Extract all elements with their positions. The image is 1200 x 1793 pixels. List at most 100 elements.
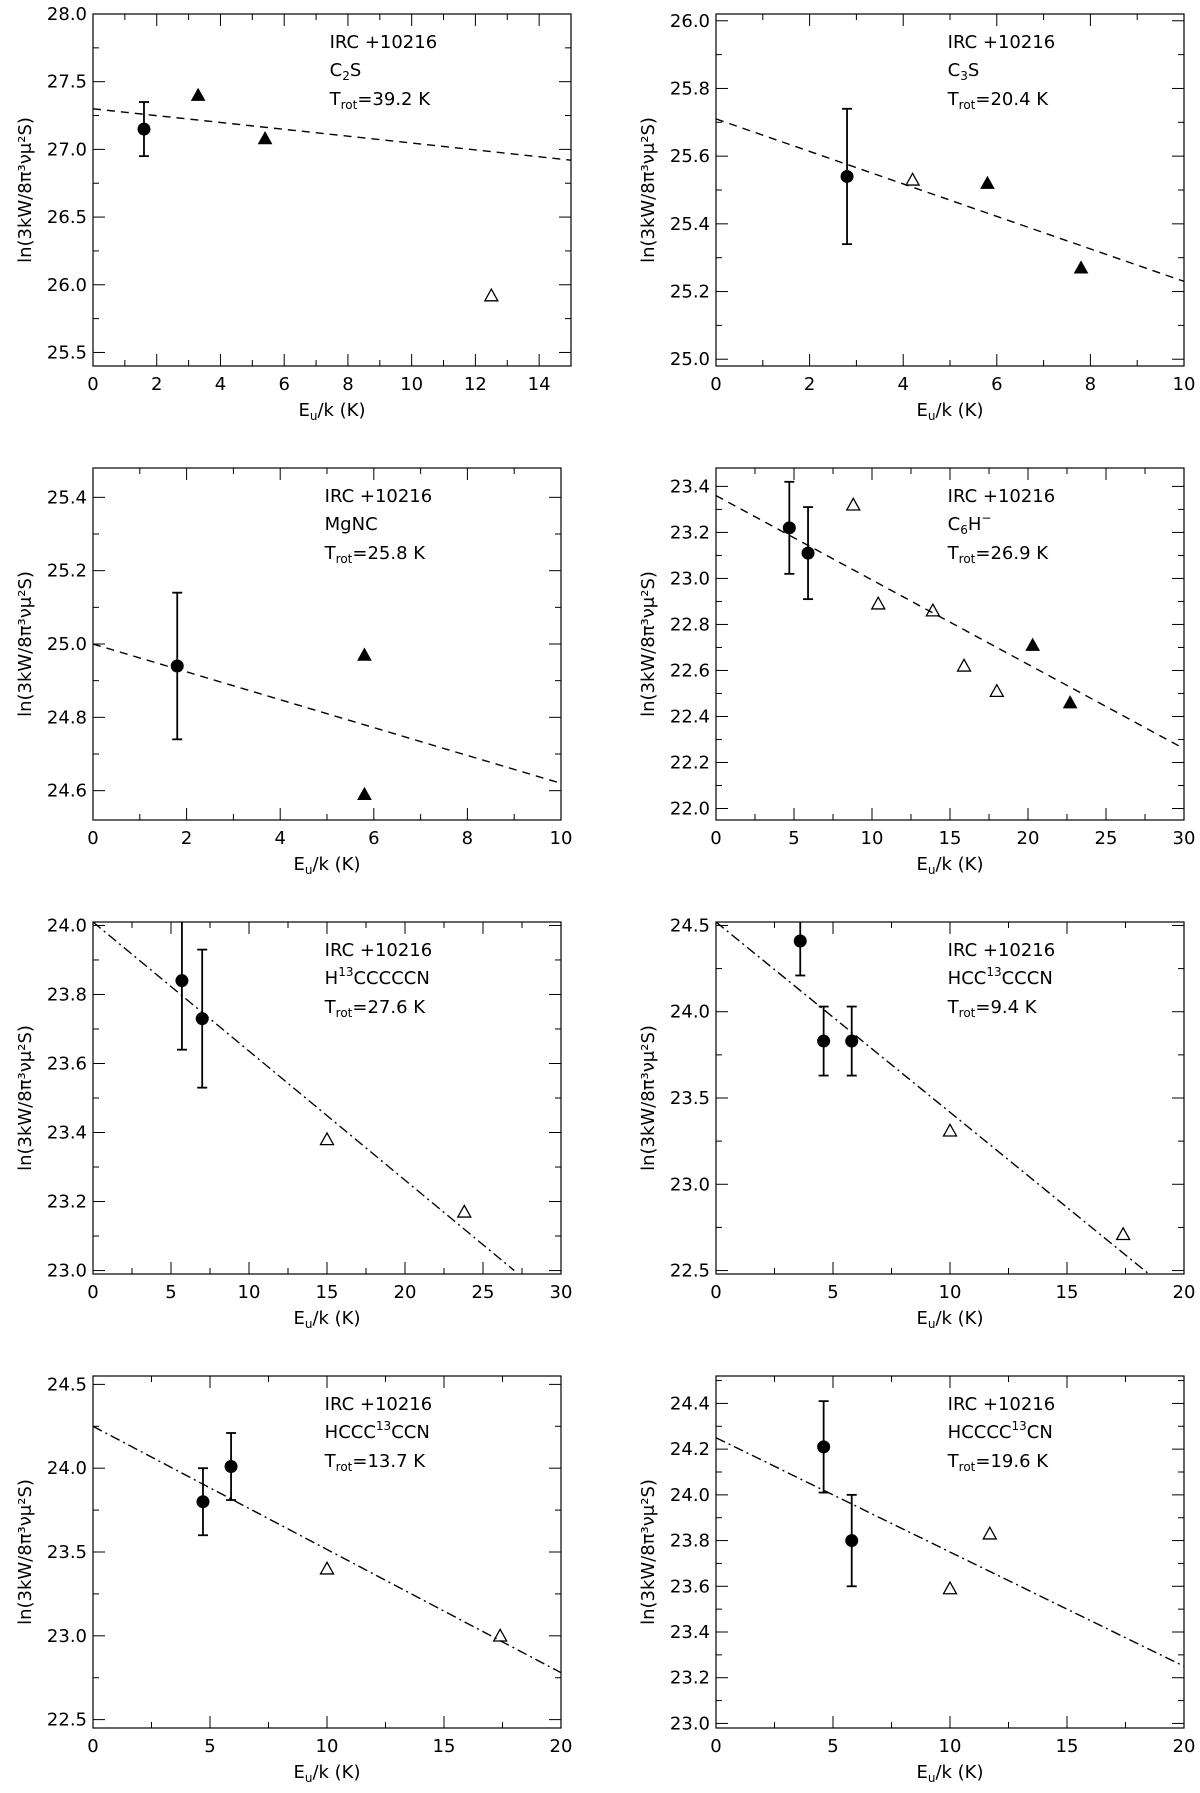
annotation-source: IRC +10216: [948, 486, 1056, 507]
data-point-triangle-open: [456, 1204, 472, 1218]
x-tick-label: 5: [827, 1282, 838, 1303]
y-tick-label: 25.8: [670, 78, 710, 99]
y-tick-label: 22.2: [670, 752, 710, 773]
molecule-part: MgNC: [325, 514, 378, 535]
panel-6: 0 5 10 15 20 22.5 23.0 23.5 24.0 24.5 Eu/k (K) ln(3…: [638, 915, 1195, 1331]
data-point-triangle-open: [982, 1525, 998, 1540]
y-tick-label: 28.0: [47, 4, 87, 25]
data-point-triangle-open: [942, 1122, 958, 1137]
molecule-part: H: [968, 514, 982, 535]
plot-frame: [92, 13, 572, 367]
x-tick-label: 25: [1095, 828, 1118, 849]
data-point-circle: [817, 1034, 831, 1048]
molecule-part: H: [325, 968, 339, 989]
panel-2: 0 2 4 6 8 10 25.0 25.2 25.4 25.6 25.8 26.0 Eu/k (K) l…: [638, 11, 1195, 423]
x-axis-label-sub: u: [305, 1317, 313, 1331]
y-tick-label: 23.6: [47, 1053, 87, 1074]
molecule-part: HCCC: [325, 1422, 376, 1443]
x-tick-label: 20: [394, 1282, 417, 1303]
molecule-part: 13: [376, 1419, 391, 1433]
x-tick-label: 0: [710, 374, 721, 395]
y-axis-label: ln(3kW/8π³νμ²S): [15, 1479, 36, 1625]
annotation-trot: Trot=27.6 K: [324, 997, 427, 1020]
x-tick-label: 20: [550, 1736, 573, 1757]
y-tick-label: 23.0: [670, 1174, 710, 1195]
y-tick-label: 25.4: [670, 214, 710, 235]
x-tick-label: 4: [274, 828, 285, 849]
trot-sub: rot: [341, 98, 358, 112]
y-tick-label: 25.6: [670, 146, 710, 167]
annotation-source: IRC +10216: [325, 1394, 433, 1415]
panel-7: 0 5 10 15 20 22.5 23.0 23.5 24.0 24.5 Eu/k (K) ln(3…: [15, 1374, 572, 1785]
molecule-part: 13: [986, 965, 1001, 979]
y-tick-label: 23.8: [670, 1531, 710, 1552]
x-axis-label: Eu/k (K): [293, 1308, 360, 1331]
x-tick-label: 0: [87, 828, 98, 849]
x-tick-label: 20: [1017, 828, 1040, 849]
x-axis-label-sub: u: [928, 1771, 936, 1785]
x-tick-label: 10: [238, 1282, 261, 1303]
data-point-circle: [801, 546, 815, 560]
x-tick-label: 6: [278, 374, 289, 395]
y-tick-label: 27.0: [47, 139, 87, 160]
y-tick-label: 23.2: [670, 1668, 710, 1689]
x-tick-label: 8: [462, 828, 473, 849]
data-point-triangle-open: [942, 1580, 958, 1595]
annotation-source: IRC +10216: [325, 940, 433, 961]
data-point-circle: [196, 1495, 210, 1509]
panel-3: 0 2 4 6 8 10 24.6 24.8 25.0 25.2 25.4 Eu/k (K) ln(3k…: [15, 467, 572, 877]
y-tick-label: 24.8: [47, 707, 87, 728]
x-axis-label: Eu/k (K): [293, 1762, 360, 1785]
x-axis-label: Eu/k (K): [293, 854, 360, 877]
x-axis-label-rest: /k (K): [935, 1308, 983, 1329]
x-tick-label: 4: [897, 374, 908, 395]
x-axis-label-rest: /k (K): [935, 400, 983, 421]
x-axis-label-main: E: [293, 1762, 304, 1783]
molecule-part: S: [968, 60, 979, 81]
x-tick-label: 20: [1173, 1736, 1196, 1757]
x-tick-label: 2: [151, 374, 162, 395]
trot-value: =27.6 K: [352, 997, 426, 1018]
data-point-triangle-open: [845, 496, 861, 511]
data-point-circle: [137, 122, 151, 136]
data-point-circle: [195, 1012, 209, 1026]
molecule-part: 13: [338, 965, 353, 979]
x-axis-label-rest: /k (K): [312, 1308, 360, 1329]
y-tick-label: 23.5: [47, 1542, 87, 1563]
x-tick-label: 0: [87, 374, 98, 395]
x-axis-label-rest: /k (K): [935, 1762, 983, 1783]
y-tick-label: 26.0: [670, 11, 710, 32]
data-point-triangle-open: [989, 683, 1005, 698]
x-tick-label: 10: [939, 1282, 962, 1303]
annotation-molecule: HCCC13CCN: [325, 1419, 430, 1443]
x-tick-label: 10: [1173, 374, 1196, 395]
annotation-trot: Trot=25.8 K: [324, 543, 427, 566]
molecule-part: CCN: [391, 1422, 430, 1443]
trot-symbol: T: [947, 89, 960, 110]
data-point-triangle-filled: [1025, 637, 1041, 651]
annotation-trot: Trot=19.6 K: [947, 1451, 1050, 1474]
x-tick-label: 30: [1173, 828, 1196, 849]
annotation-source: IRC +10216: [330, 32, 438, 53]
trot-sub: rot: [336, 552, 353, 566]
data-point-triangle-open: [492, 1627, 508, 1642]
y-tick-label: 25.2: [670, 282, 710, 303]
annotation-source: IRC +10216: [948, 32, 1056, 53]
x-tick-label: 0: [710, 1282, 721, 1303]
data-point-circle: [817, 1440, 831, 1454]
annotation-molecule: C2S: [330, 60, 362, 83]
data-point-circle: [793, 934, 807, 948]
y-tick-label: 26.5: [47, 207, 87, 228]
fit-line: [716, 494, 1184, 750]
molecule-part: C: [948, 514, 961, 535]
molecule-part: CN: [1027, 1422, 1053, 1443]
data-point-circle: [170, 659, 184, 673]
y-tick-label: 23.5: [670, 1088, 710, 1109]
data-point-circle: [224, 1460, 238, 1474]
data-point-circle: [845, 1034, 859, 1048]
molecule-part: 13: [1011, 1419, 1026, 1433]
x-tick-label: 5: [204, 1736, 215, 1757]
x-axis-label-sub: u: [310, 409, 318, 423]
annotation-molecule: HCCCC13CN: [948, 1419, 1053, 1443]
annotation-trot: Trot=26.9 K: [947, 543, 1050, 566]
